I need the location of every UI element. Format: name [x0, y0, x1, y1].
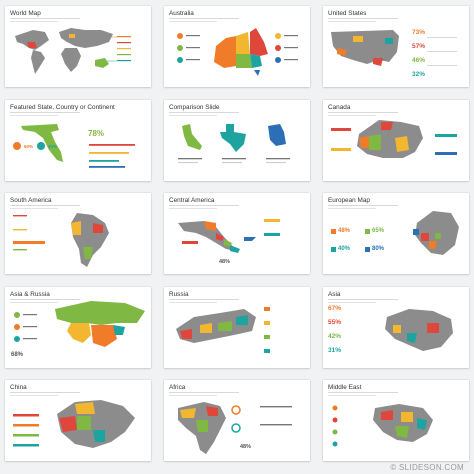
slide-title: Canada — [328, 104, 351, 111]
asia-russia-map-graphic — [14, 301, 145, 347]
china-map-graphic — [13, 400, 135, 448]
slide-united-states[interactable]: United States 73% 57% 46% 32% — [323, 6, 469, 87]
africa-map-graphic — [178, 402, 292, 454]
slide-title: United States — [328, 10, 367, 17]
state-map-graphic — [13, 124, 135, 168]
slide-featured-state[interactable]: Featured State, Country or Continent 78%… — [5, 100, 151, 181]
south-america-map-graphic — [13, 213, 109, 267]
percent-1: 67% — [328, 305, 342, 312]
percent-value: 68% — [11, 352, 24, 358]
percent-3: 40% — [338, 246, 351, 252]
slide-title: Comparison Slide — [169, 104, 220, 111]
slide-comparison[interactable]: Comparison Slide — [164, 100, 310, 181]
percent-3: 46% — [412, 57, 426, 64]
slide-title: Australia — [169, 10, 194, 17]
slide-title: Middle East — [328, 384, 362, 391]
slide-title: Central America — [169, 197, 215, 204]
percent-1: 48% — [338, 228, 351, 234]
slide-title: Featured State, Country or Continent — [10, 104, 115, 111]
percent-value: 48% — [240, 444, 252, 450]
percent-4: 31% — [328, 347, 342, 354]
europe-map-graphic — [331, 211, 459, 255]
slide-canada[interactable]: Canada — [323, 100, 469, 181]
percent-left: 60% — [24, 144, 34, 149]
comparison-maps-graphic — [178, 124, 290, 164]
slide-title: China — [10, 384, 27, 391]
slide-china[interactable]: China — [5, 380, 151, 461]
slide-title: Asia — [328, 291, 341, 298]
asia-map-graphic — [385, 309, 453, 351]
slide-world-map[interactable]: World Map — [5, 6, 151, 87]
watermark-footer: © SLIDESON.COM — [390, 463, 464, 472]
central-america-map-graphic — [178, 219, 280, 253]
slide-africa[interactable]: Africa 48% — [164, 380, 310, 461]
percent-1: 73% — [412, 29, 426, 36]
slide-asia-russia[interactable]: Asia & Russia 68% — [5, 287, 151, 368]
slide-european-map[interactable]: European Map 48% 65% 40% 80% — [323, 193, 469, 274]
percent-2: 65% — [372, 228, 385, 234]
percent-4: 32% — [412, 71, 426, 78]
slide-title: World Map — [10, 10, 41, 17]
slide-south-america[interactable]: South America — [5, 193, 151, 274]
world-map-graphic — [15, 28, 131, 74]
slide-asia[interactable]: Asia 67% 55% 42% 31% — [323, 287, 469, 368]
percent-4: 80% — [372, 246, 385, 252]
slide-title: Africa — [169, 384, 186, 391]
percent-3: 42% — [328, 333, 342, 340]
percent-value: 48% — [219, 259, 231, 265]
slide-title: European Map — [328, 197, 370, 204]
canada-map-graphic — [331, 120, 457, 158]
slide-title: Russia — [169, 291, 189, 298]
australia-map-graphic — [177, 28, 298, 76]
slide-grid: World Map Australia — [5, 6, 469, 464]
percent-2: 57% — [412, 43, 426, 50]
slide-australia[interactable]: Australia — [164, 6, 310, 87]
slide-russia[interactable]: Russia — [164, 287, 310, 368]
slide-middle-east[interactable]: Middle East — [323, 380, 469, 461]
russia-map-graphic — [176, 307, 270, 353]
usa-map-graphic — [331, 30, 399, 66]
percent-right: 40% — [48, 144, 58, 149]
slide-title: South America — [10, 197, 52, 204]
percent-main: 78% — [88, 129, 105, 138]
slide-title: Asia & Russia — [10, 291, 50, 298]
middle-east-map-graphic — [332, 404, 433, 447]
slide-central-america[interactable]: Central America 48% — [164, 193, 310, 274]
text-placeholder — [427, 32, 457, 76]
percent-2: 55% — [328, 319, 342, 326]
